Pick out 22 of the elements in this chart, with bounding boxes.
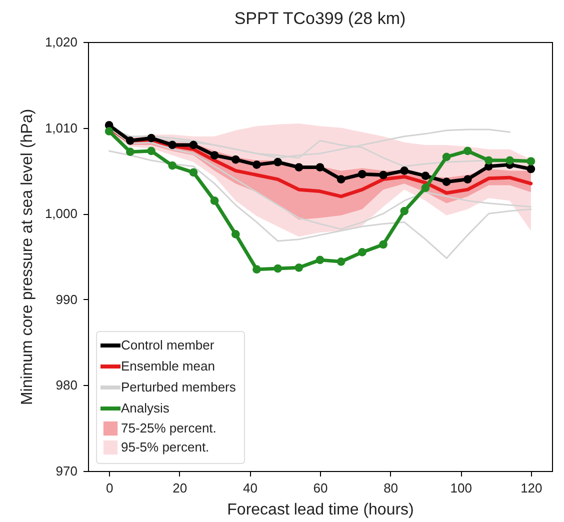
x-tick-label: 120: [520, 480, 542, 496]
x-tick-label: 20: [172, 480, 188, 496]
legend-label: Perturbed members: [121, 380, 236, 394]
chart-title: SPPT TCo399 (28 km): [234, 9, 406, 28]
legend-label: Ensemble mean: [121, 358, 215, 374]
legend-label: Control member: [121, 338, 215, 352]
x-tick-label: 80: [384, 480, 398, 496]
y-tick-label: 1,020: [44, 34, 78, 50]
y-tick-label: 1,010: [44, 120, 78, 136]
x-tick-label: 40: [242, 480, 258, 496]
x-tick-label: 100: [450, 480, 472, 496]
y-axis-title: Minimum core pressure at sea level (hPa): [18, 108, 36, 406]
x-tick-label: 0: [106, 480, 114, 496]
y-tick-label: 970: [56, 464, 78, 478]
legend-label: 75-25% percent.: [121, 420, 216, 436]
legend-label: 95-5% percent.: [121, 440, 210, 454]
y-tick-label: 1,000: [44, 206, 78, 222]
y-tick-label: 990: [56, 292, 78, 307]
x-axis-title: Forecast lead time (hours): [227, 502, 414, 518]
legend-label: Analysis: [121, 400, 170, 416]
y-tick-label: 980: [56, 378, 78, 393]
x-tick-label: 60: [313, 480, 328, 496]
